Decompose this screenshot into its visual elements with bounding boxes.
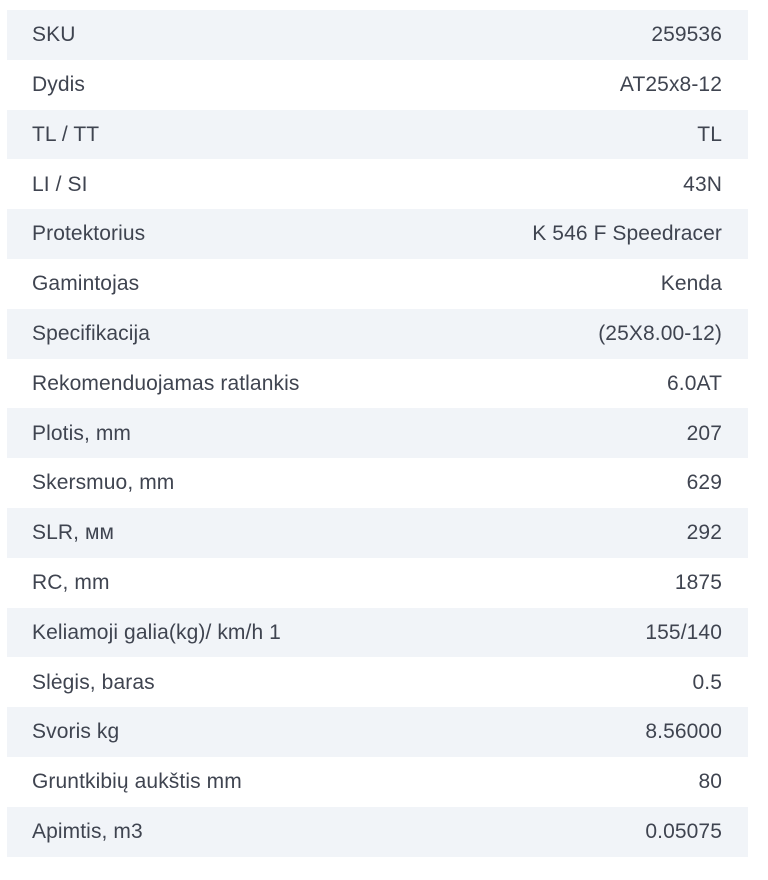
spec-value: K 546 F Speedracer (532, 222, 722, 246)
product-specification-table: SKU 259536 Dydis AT25x8-12 TL / TT TL LI / SI 4… (7, 10, 748, 857)
spec-row: SLR, мм 292 (7, 507, 748, 558)
spec-row: Gruntkibių aukštis mm 80 (7, 756, 748, 807)
spec-value: 6.0AT (667, 371, 722, 395)
spec-label: Gamintojas (32, 272, 140, 296)
spec-label: SLR, мм (32, 521, 115, 545)
spec-row: LI / SI 43N (7, 159, 748, 210)
spec-value: 292 (686, 521, 722, 545)
spec-label: LI / SI (32, 172, 88, 196)
spec-label: Dydis (32, 73, 86, 97)
spec-label: Keliamoji galia(kg)/ km/h 1 (32, 620, 281, 644)
spec-row: Apimtis, m3 0.05075 (7, 806, 748, 857)
spec-label: TL / TT (32, 122, 100, 146)
spec-value: 629 (686, 471, 722, 495)
spec-value: TL (697, 122, 722, 146)
spec-value: Kenda (660, 272, 722, 296)
spec-value: 1875 (674, 571, 722, 595)
spec-row: Skersmuo, mm 629 (7, 458, 748, 508)
spec-row: SKU 259536 (7, 10, 748, 60)
spec-row: Slėgis, baras 0.5 (7, 657, 748, 708)
spec-row: Keliamoji galia(kg)/ km/h 1 155/140 (7, 607, 748, 658)
spec-value: (25X8.00-12) (598, 322, 722, 346)
spec-value: 80 (698, 770, 722, 794)
spec-label: Specifikacija (32, 322, 151, 346)
spec-value: 0.05075 (645, 820, 722, 844)
spec-value: 155/140 (645, 620, 722, 644)
spec-value: 0.5 (692, 670, 722, 694)
spec-row: Gamintojas Kenda (7, 258, 748, 309)
spec-label: Skersmuo, mm (32, 471, 175, 495)
spec-label: Slėgis, baras (32, 670, 155, 694)
spec-row: RC, mm 1875 (7, 557, 748, 608)
spec-label: Protektorius (32, 222, 146, 246)
spec-row: TL / TT TL (7, 109, 748, 160)
spec-row: Plotis, mm 207 (7, 408, 748, 459)
spec-value: 8.56000 (645, 720, 722, 744)
spec-row: Svoris kg 8.56000 (7, 707, 748, 757)
spec-row: Dydis AT25x8-12 (7, 59, 748, 110)
spec-row: Protektorius K 546 F Speedracer (7, 209, 748, 259)
spec-value: 43N (683, 172, 722, 196)
spec-label: Apimtis, m3 (32, 820, 143, 844)
spec-value: 207 (686, 421, 722, 445)
spec-label: Rekomenduojamas ratlankis (32, 371, 300, 395)
spec-label: RC, mm (32, 571, 110, 595)
spec-value: 259536 (651, 23, 722, 47)
spec-value: AT25x8-12 (619, 73, 722, 97)
spec-label: Svoris kg (32, 720, 120, 744)
spec-row: Specifikacija (25X8.00-12) (7, 308, 748, 359)
spec-row: Rekomenduojamas ratlankis 6.0AT (7, 358, 748, 409)
spec-label: Gruntkibių aukštis mm (32, 770, 242, 794)
spec-label: Plotis, mm (32, 421, 132, 445)
spec-label: SKU (32, 23, 76, 47)
